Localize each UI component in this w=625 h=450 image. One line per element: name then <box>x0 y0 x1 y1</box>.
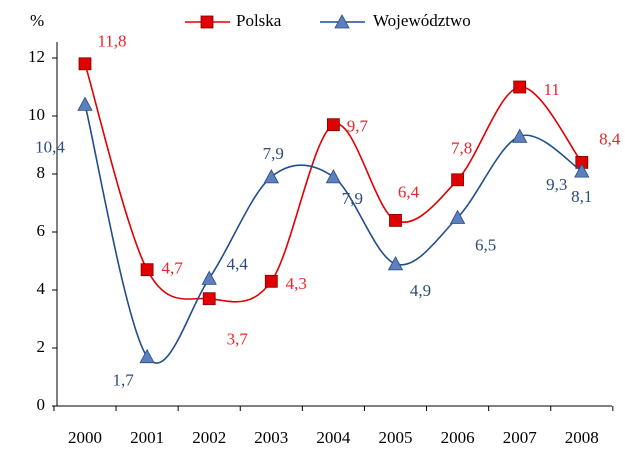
y-tick-label: 8 <box>37 163 46 182</box>
data-label: 9,3 <box>546 175 567 194</box>
marker <box>512 128 528 143</box>
y-tick-label: 0 <box>37 395 46 414</box>
y-axis-label: % <box>30 11 44 30</box>
marker <box>389 213 402 227</box>
marker <box>140 263 154 277</box>
data-label: 6,5 <box>475 235 496 254</box>
data-label: 1,7 <box>112 371 134 390</box>
legend-label: Województwo <box>373 11 471 30</box>
marker <box>263 169 279 184</box>
marker <box>325 169 342 184</box>
marker <box>451 173 465 187</box>
x-tick-label: 2006 <box>441 428 475 447</box>
data-label: 11,8 <box>97 32 126 51</box>
marker <box>200 15 214 29</box>
x-tick-label: 2005 <box>379 428 413 447</box>
data-label: 4,9 <box>410 281 431 300</box>
y-tick-label: 10 <box>28 105 45 124</box>
marker <box>574 163 590 178</box>
data-label: 10,4 <box>35 137 65 156</box>
marker <box>78 57 92 71</box>
y-tick-label: 6 <box>37 221 46 240</box>
series-line <box>84 104 583 364</box>
x-tick-label: 2000 <box>68 428 102 447</box>
data-label: 11 <box>544 80 560 99</box>
marker <box>334 14 350 29</box>
marker <box>326 118 340 132</box>
data-label: 6,4 <box>398 182 420 201</box>
data-label: 7,8 <box>451 139 472 158</box>
y-tick-label: 4 <box>37 279 46 298</box>
legend: Polska Województwo <box>185 11 471 30</box>
x-tick-label: 2008 <box>565 428 599 447</box>
marker <box>449 209 466 224</box>
marker <box>139 348 155 364</box>
marker <box>513 80 527 94</box>
y-tick-label: 2 <box>37 337 46 356</box>
data-label: 4,4 <box>227 254 249 273</box>
x-tick-label: 2007 <box>503 428 538 447</box>
data-label: 4,7 <box>161 259 183 278</box>
data-label: 8,4 <box>599 129 621 148</box>
legend-label: Polska <box>236 11 282 30</box>
marker <box>201 270 217 285</box>
marker <box>387 256 404 271</box>
data-label: 9,7 <box>347 117 369 136</box>
marker <box>77 96 93 111</box>
y-tick-label: 12 <box>28 47 45 66</box>
data-label: 3,7 <box>227 330 249 349</box>
x-tick-label: 2003 <box>254 428 288 447</box>
data-label: 8,1 <box>571 187 592 206</box>
marker <box>202 292 216 306</box>
marker <box>264 274 278 288</box>
data-label: 4,3 <box>286 274 307 293</box>
data-label: 7,9 <box>342 189 363 208</box>
x-tick-label: 2002 <box>192 428 226 447</box>
data-label: 7,9 <box>263 144 284 163</box>
x-tick-label: 2004 <box>316 428 351 447</box>
x-tick-label: 2001 <box>130 428 164 447</box>
